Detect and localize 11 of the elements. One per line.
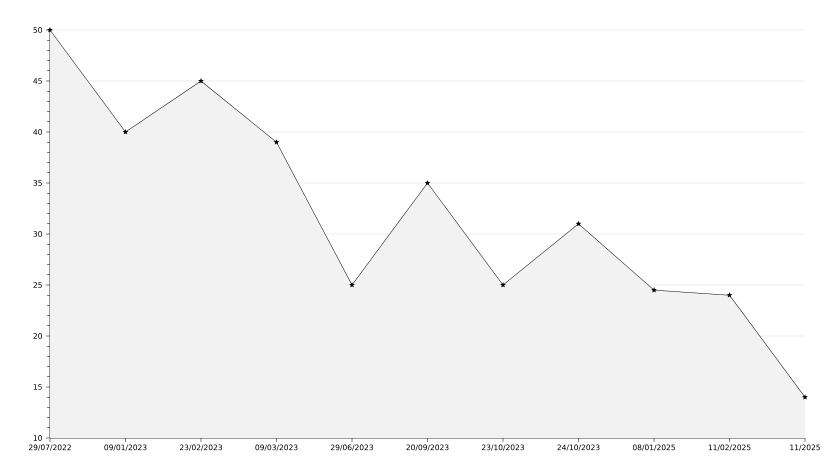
point bbox=[47, 27, 53, 32]
point bbox=[576, 220, 582, 226]
point bbox=[500, 282, 506, 288]
point bbox=[122, 129, 128, 134]
point bbox=[274, 139, 280, 145]
point bbox=[424, 180, 430, 186]
point bbox=[349, 282, 355, 288]
point bbox=[802, 394, 808, 400]
point bbox=[198, 78, 204, 84]
point bbox=[651, 287, 657, 293]
point bbox=[726, 292, 732, 298]
